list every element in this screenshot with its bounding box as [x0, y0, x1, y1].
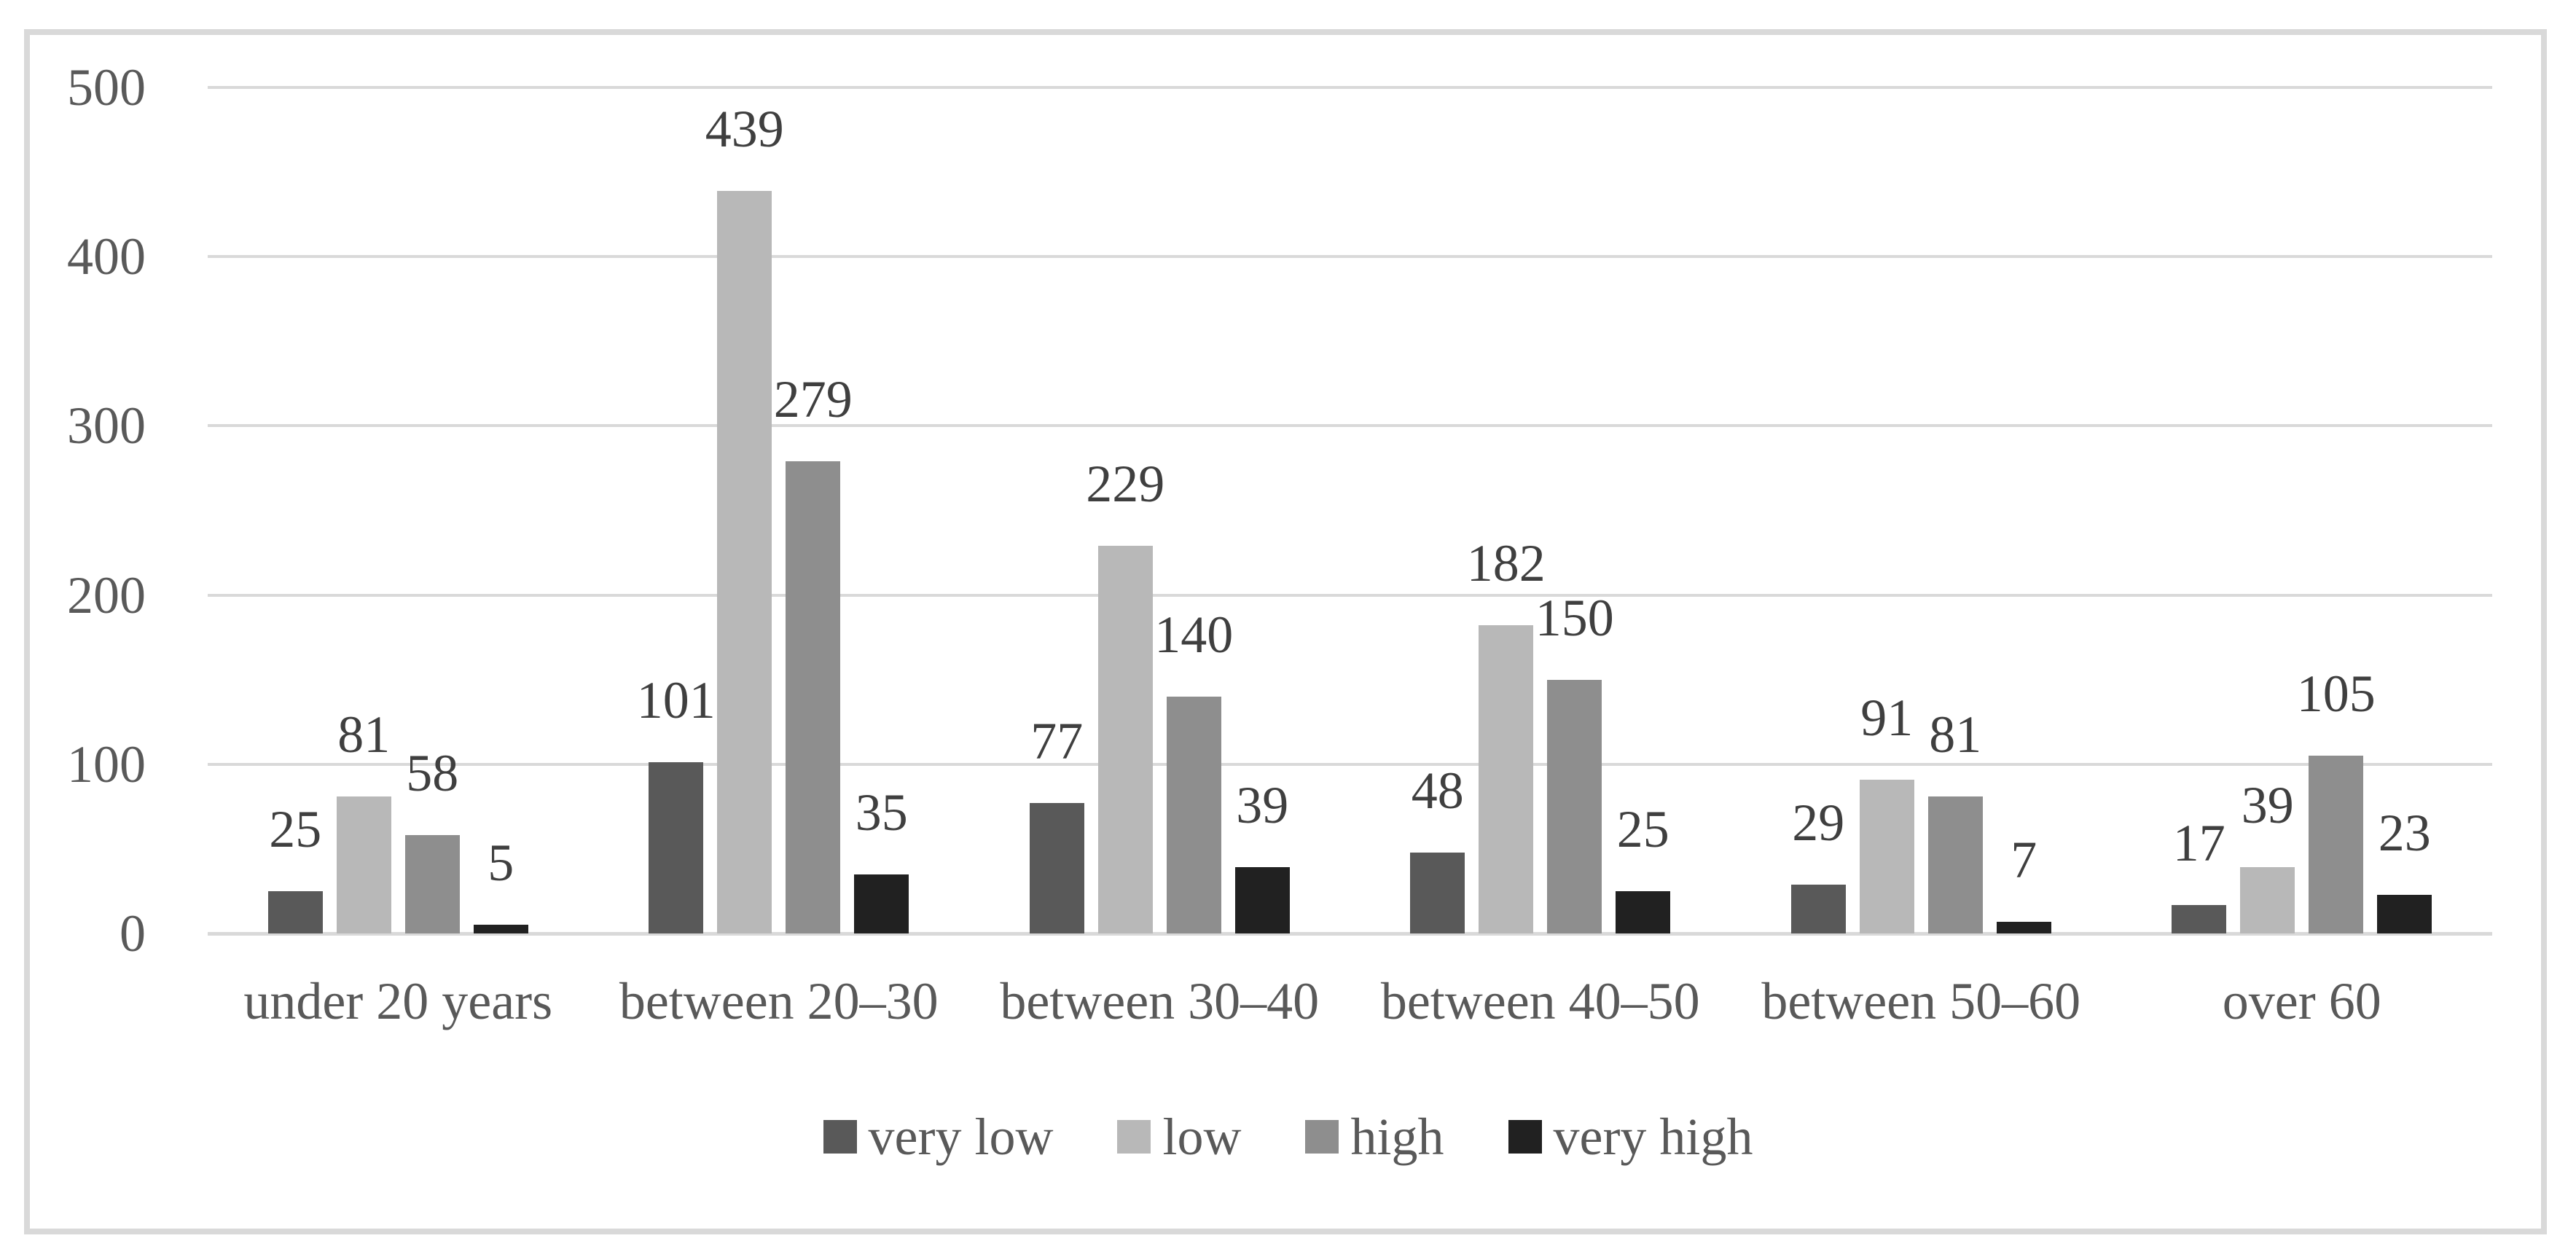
y-tick-label: 400 — [67, 227, 146, 286]
gridline — [208, 593, 2492, 597]
bar-low — [1859, 779, 1914, 933]
legend-item-very-high: very high — [1508, 1109, 1753, 1164]
bar-low — [336, 796, 391, 933]
bar-low — [2240, 867, 2295, 933]
bar-data-label: 23 — [2378, 803, 2431, 862]
bar-low — [717, 190, 772, 933]
bar-data-label: 279 — [773, 370, 853, 429]
x-axis-line — [208, 932, 2492, 936]
bar-high — [1547, 679, 1602, 933]
y-tick-label: 500 — [67, 58, 146, 117]
bar-data-label: 229 — [1086, 455, 1165, 514]
bar-very-high — [1234, 867, 1290, 933]
bar-data-label: 29 — [1792, 793, 1845, 852]
bar-high — [1166, 696, 1221, 933]
legend-item-low: low — [1117, 1109, 1241, 1164]
bar-data-label: 35 — [855, 783, 908, 842]
y-tick-label: 100 — [67, 735, 146, 794]
bar-data-label: 48 — [1411, 761, 1464, 820]
x-category-label: between 20–30 — [619, 972, 939, 1030]
x-category-label: between 40–50 — [1380, 972, 1700, 1030]
bar-data-label: 77 — [1030, 712, 1084, 771]
legend-item-high: high — [1305, 1109, 1444, 1164]
bar-very-low — [649, 762, 704, 933]
bar-very-high — [1616, 890, 1671, 933]
bar-data-label: 7 — [2011, 830, 2037, 889]
legend-swatch — [1508, 1120, 1542, 1154]
bar-very-low — [1410, 852, 1465, 933]
gridline — [208, 424, 2492, 428]
legend-label: very low — [868, 1108, 1054, 1166]
bar-data-label: 5 — [488, 834, 514, 893]
bar-high — [404, 835, 460, 933]
bar-data-label: 182 — [1466, 534, 1546, 593]
bar-data-label: 105 — [2296, 665, 2376, 724]
bar-data-label: 81 — [337, 705, 391, 764]
bar-very-high — [1996, 921, 2051, 933]
y-tick-label: 0 — [120, 904, 146, 963]
bar-data-label: 25 — [1616, 799, 1669, 858]
bar-data-label: 39 — [1236, 776, 1289, 835]
legend-item-very-low: very low — [823, 1108, 1054, 1166]
bar-very-high — [473, 925, 528, 933]
x-category-label: between 50–60 — [1761, 972, 2081, 1030]
bar-high — [786, 461, 841, 933]
bar-high — [1927, 796, 1983, 933]
bar-very-high — [2377, 894, 2432, 933]
bar-data-label: 25 — [269, 799, 322, 858]
legend-label: high — [1350, 1108, 1444, 1166]
bar-data-label: 17 — [2172, 813, 2225, 872]
bar-very-low — [1790, 884, 1846, 933]
bar-very-low — [267, 890, 323, 933]
legend-swatch — [823, 1120, 857, 1154]
legend-label: low — [1162, 1108, 1242, 1166]
chart-border — [24, 29, 2547, 1234]
bar-data-label: 91 — [1860, 688, 1914, 747]
bar-data-label: 140 — [1154, 605, 1234, 664]
bar-very-high — [854, 874, 909, 933]
x-category-label: between 30–40 — [1000, 972, 1320, 1030]
bar-data-label: 101 — [636, 671, 716, 730]
legend-swatch — [1305, 1120, 1339, 1154]
bar-low — [1097, 546, 1153, 933]
bar-high — [2309, 756, 2364, 933]
gridline — [208, 762, 2492, 766]
y-tick-label: 300 — [67, 396, 146, 455]
legend-label: very high — [1553, 1108, 1753, 1166]
bar-data-label: 39 — [2241, 776, 2294, 835]
bar-very-low — [2172, 904, 2227, 933]
legend-swatch — [1117, 1120, 1151, 1154]
x-category-label: over 60 — [2222, 972, 2381, 1030]
bar-data-label: 150 — [1535, 588, 1614, 647]
legend: very low low high very high — [0, 1109, 2576, 1164]
bar-data-label: 439 — [705, 99, 784, 158]
bar-low — [1479, 625, 1534, 933]
gridline — [208, 255, 2492, 259]
bar-data-label: 81 — [1929, 705, 1982, 764]
x-category-label: under 20 years — [243, 972, 553, 1030]
gridline — [208, 86, 2492, 89]
bar-very-low — [1029, 803, 1084, 933]
y-tick-label: 200 — [67, 565, 146, 624]
bar-data-label: 58 — [406, 744, 459, 803]
